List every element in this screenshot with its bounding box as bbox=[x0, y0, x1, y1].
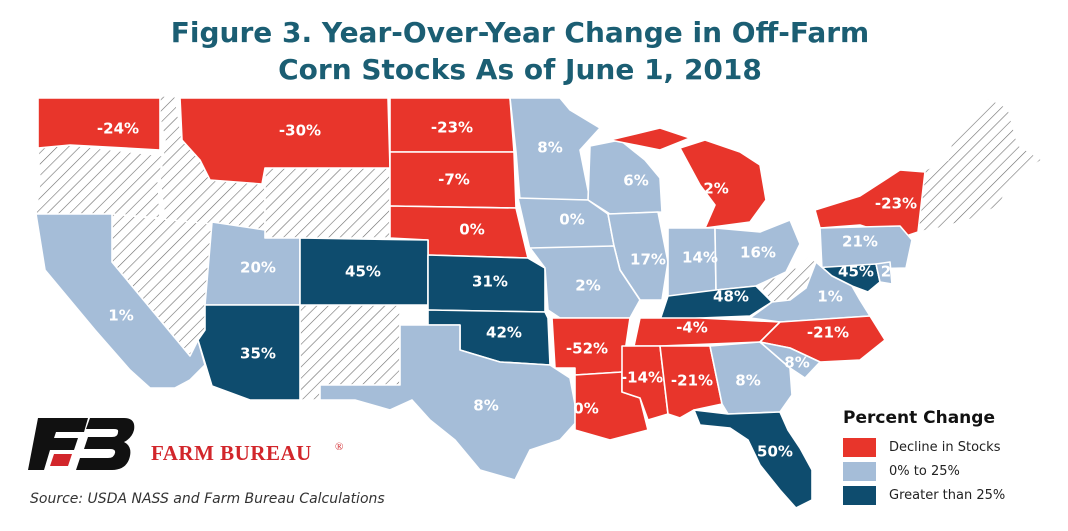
fb-logo-icon bbox=[28, 418, 135, 470]
state-ks bbox=[427, 254, 546, 313]
legend-item-high: Greater than 25% bbox=[843, 486, 1063, 505]
state-label-al: -21% bbox=[671, 372, 713, 390]
state-wy bbox=[264, 167, 391, 239]
state-mi bbox=[609, 127, 767, 229]
legend-label-moderate: 0% to 25% bbox=[889, 464, 960, 479]
state-label-ca: 1% bbox=[108, 307, 133, 325]
state-label-ga: 8% bbox=[735, 372, 760, 390]
state-label-nc: -21% bbox=[807, 324, 849, 342]
state-label-sd: -7% bbox=[438, 171, 470, 189]
state-label-sc: 8% bbox=[784, 354, 809, 372]
state-de bbox=[875, 261, 893, 285]
state-label-az: 35% bbox=[240, 345, 276, 363]
state-label-ks: 31% bbox=[472, 273, 508, 291]
state-ca bbox=[35, 213, 206, 389]
state-label-tn: -4% bbox=[676, 319, 708, 337]
state-label-ms: -14% bbox=[621, 369, 663, 387]
state-label-fl: 50% bbox=[757, 443, 793, 461]
state-wa bbox=[37, 97, 161, 151]
state-label-mn: 8% bbox=[537, 139, 562, 157]
state-va bbox=[749, 261, 871, 323]
state-label-il: 17% bbox=[630, 251, 666, 269]
states-layer bbox=[35, 97, 926, 509]
state-label-ar: -52% bbox=[566, 340, 608, 358]
state-pa bbox=[819, 225, 913, 271]
state-label-ia: 0% bbox=[559, 211, 584, 229]
title-line-2: Corn Stocks As of June 1, 2018 bbox=[278, 53, 762, 86]
state-label-md: 45% bbox=[838, 263, 874, 281]
figure-title: Figure 3. Year-Over-Year Change in Off-F… bbox=[0, 14, 1040, 88]
state-label-ne: 0% bbox=[459, 221, 484, 239]
state-label-tx: 8% bbox=[473, 397, 498, 415]
state-az bbox=[197, 304, 301, 401]
state-sc bbox=[759, 341, 821, 379]
state-label-oh: 16% bbox=[740, 244, 776, 262]
state-label-mt: -30% bbox=[279, 122, 321, 140]
state-label-mo: 2% bbox=[575, 277, 600, 295]
legend: Percent Change Decline in Stocks 0% to 2… bbox=[843, 408, 1063, 510]
state-label-ky: 48% bbox=[713, 288, 749, 306]
state-fl bbox=[693, 409, 813, 509]
state-new-england bbox=[914, 97, 1043, 233]
state-label-de: 2 bbox=[881, 263, 891, 281]
labels-layer: -24% -30% -23% -7% 0% 8% 6% -2% -23% 0% 17% 14% 16% 2… bbox=[97, 119, 917, 461]
registered-mark: ® bbox=[335, 441, 344, 453]
legend-label-decline: Decline in Stocks bbox=[889, 440, 1001, 455]
state-label-wi: 6% bbox=[623, 172, 648, 190]
state-label-mi: -2% bbox=[697, 180, 729, 198]
legend-swatch-high bbox=[843, 486, 876, 505]
legend-title: Percent Change bbox=[843, 408, 995, 428]
state-label-ok: 42% bbox=[486, 324, 522, 342]
legend-item-decline: Decline in Stocks bbox=[843, 438, 1063, 457]
state-label-wa: -24% bbox=[97, 120, 139, 138]
state-tx bbox=[319, 324, 579, 481]
legend-item-moderate: 0% to 25% bbox=[843, 462, 1063, 481]
source-note: Source: USDA NASS and Farm Bureau Calcul… bbox=[30, 491, 385, 507]
legend-swatch-decline bbox=[843, 438, 876, 457]
state-mn bbox=[509, 97, 601, 201]
state-or bbox=[35, 144, 166, 219]
state-label-ut: 20% bbox=[240, 259, 276, 277]
state-label-in: 14% bbox=[682, 249, 718, 267]
brand-name: FARM BUREAU bbox=[151, 441, 312, 465]
state-label-va: 1% bbox=[817, 288, 842, 306]
state-label-la: 0% bbox=[573, 400, 598, 418]
state-label-pa: 21% bbox=[842, 233, 878, 251]
state-label-nd: -23% bbox=[431, 119, 473, 137]
state-label-ny: -23% bbox=[875, 195, 917, 213]
state-mt bbox=[179, 97, 391, 185]
legend-swatch-moderate bbox=[843, 462, 876, 481]
legend-label-high: Greater than 25% bbox=[889, 488, 1006, 503]
state-label-co: 45% bbox=[345, 263, 381, 281]
title-line-1: Figure 3. Year-Over-Year Change in Off-F… bbox=[170, 16, 870, 49]
